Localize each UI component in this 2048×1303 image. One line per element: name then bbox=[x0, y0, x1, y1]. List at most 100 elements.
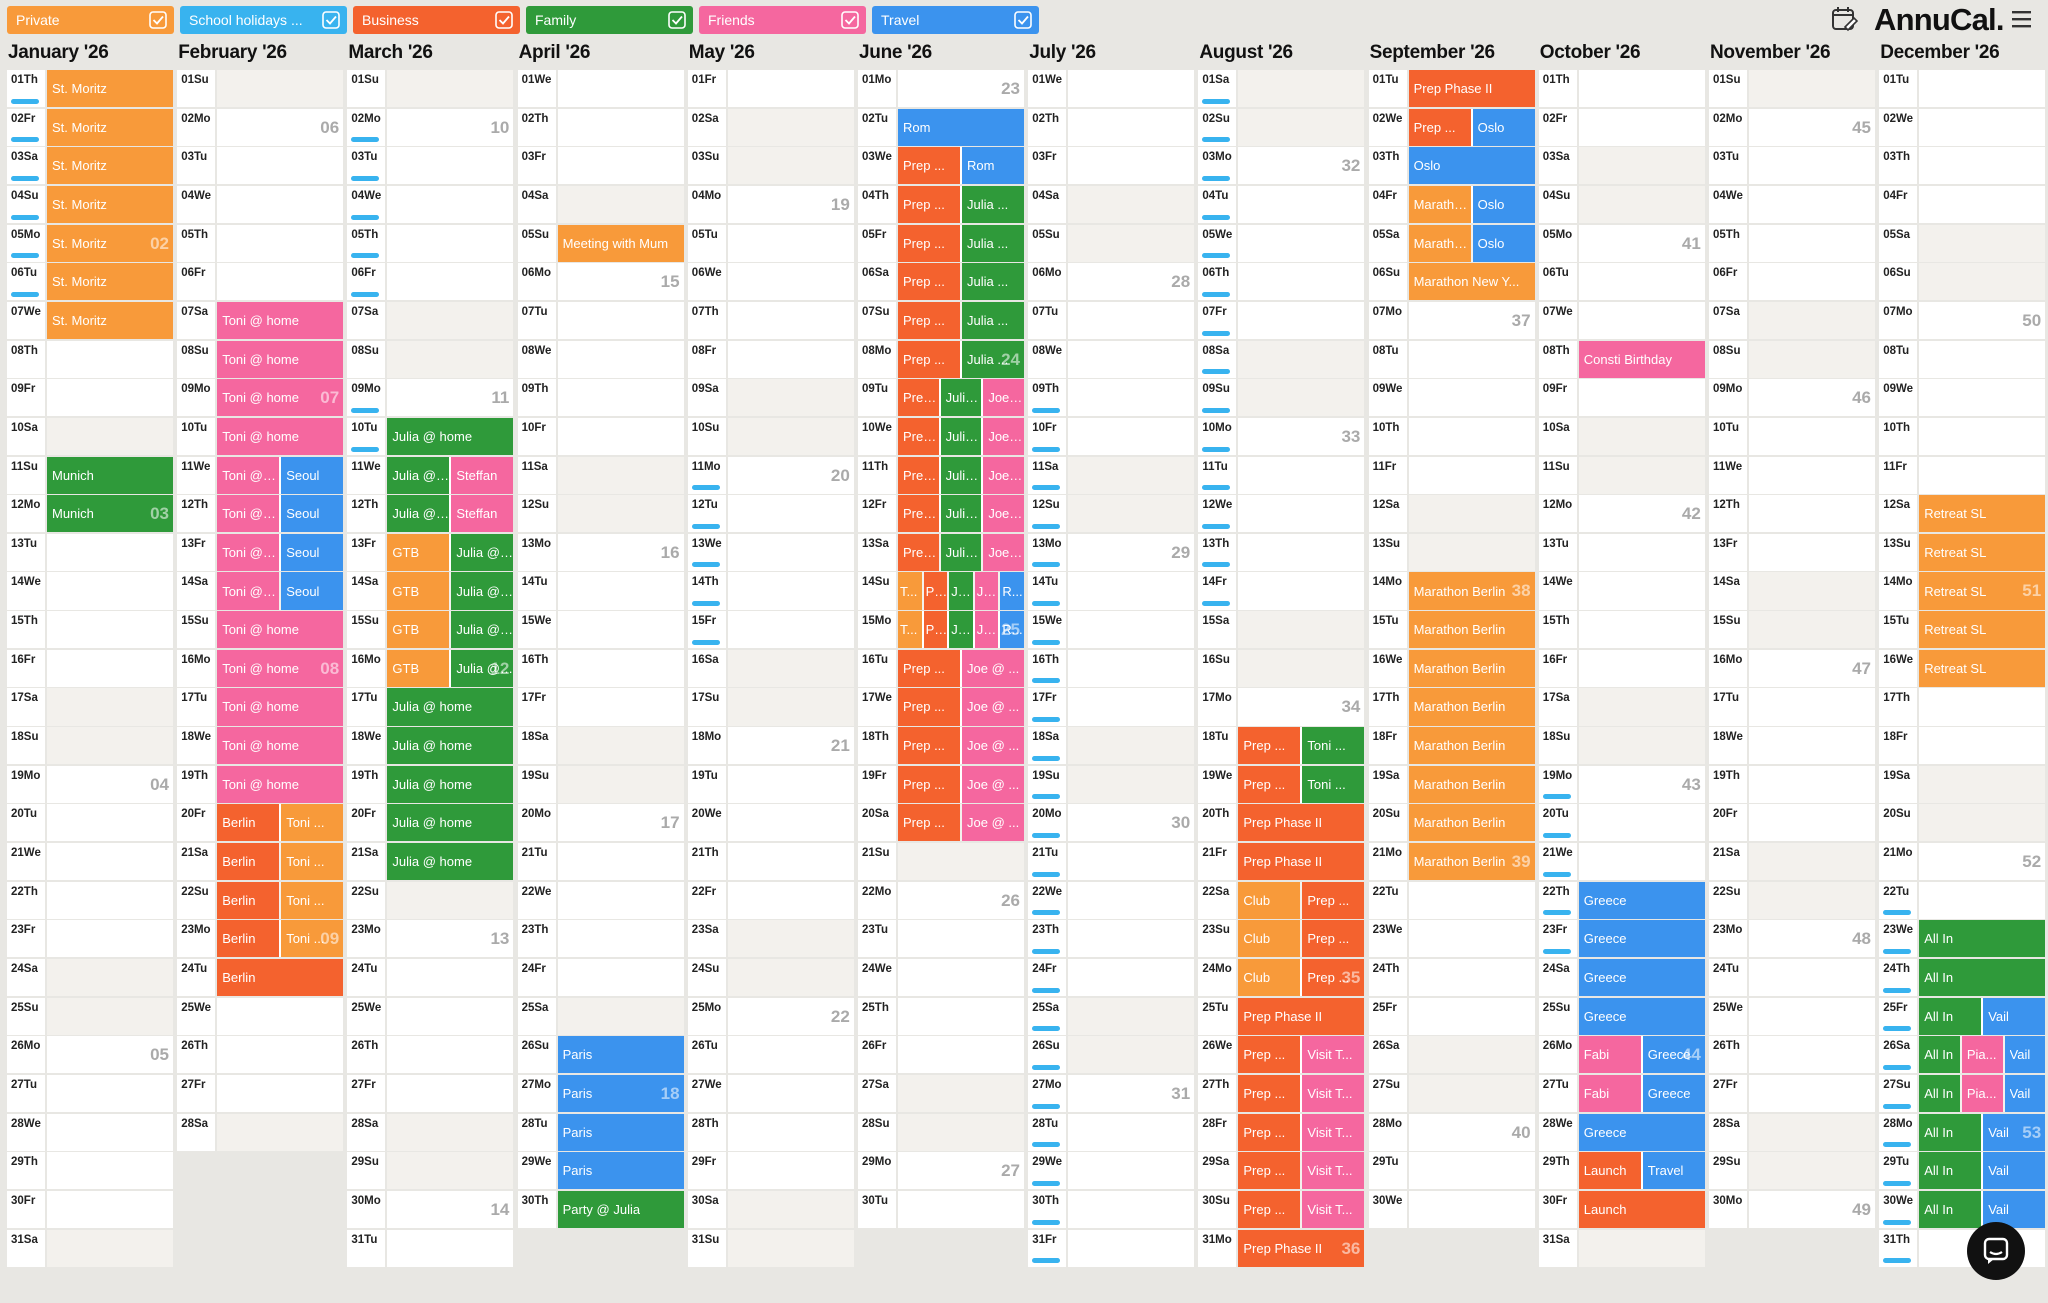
event[interactable]: Fabi bbox=[1578, 1036, 1641, 1074]
day-cell[interactable] bbox=[1238, 688, 1365, 726]
day-cell[interactable] bbox=[727, 1229, 854, 1267]
event[interactable]: Paris bbox=[557, 1152, 684, 1190]
day-cell[interactable] bbox=[727, 1113, 854, 1151]
event[interactable]: Prep ... bbox=[1238, 727, 1301, 765]
event[interactable]: Vail bbox=[1983, 1152, 2046, 1190]
chat-button[interactable] bbox=[1966, 1221, 2026, 1281]
event[interactable]: Seoul bbox=[281, 533, 344, 571]
day-cell[interactable] bbox=[387, 1074, 514, 1113]
checkbox[interactable] bbox=[1014, 11, 1032, 29]
day-cell[interactable] bbox=[1749, 263, 1875, 301]
day-cell[interactable] bbox=[1919, 108, 2046, 146]
day-cell[interactable] bbox=[387, 1152, 514, 1190]
day-cell[interactable] bbox=[1578, 572, 1705, 610]
day-cell[interactable] bbox=[1408, 495, 1535, 533]
day-cell[interactable] bbox=[217, 185, 344, 224]
day-cell[interactable] bbox=[727, 70, 854, 108]
day-cell[interactable] bbox=[727, 1036, 854, 1074]
event[interactable]: Prep Phase II bbox=[1238, 804, 1365, 842]
day-cell[interactable] bbox=[1919, 301, 2046, 340]
day-cell[interactable] bbox=[47, 572, 173, 610]
event[interactable]: Julia ... bbox=[940, 379, 982, 417]
day-cell[interactable] bbox=[47, 804, 173, 842]
event[interactable]: Prep ... bbox=[1302, 920, 1365, 958]
event[interactable]: Toni @ home bbox=[217, 611, 344, 649]
day-cell[interactable] bbox=[1068, 765, 1195, 803]
event[interactable]: Toni ... bbox=[281, 804, 344, 842]
day-cell[interactable] bbox=[1068, 958, 1195, 997]
day-cell[interactable] bbox=[1068, 301, 1195, 340]
event[interactable]: Marathon Berlin bbox=[1408, 804, 1535, 842]
event[interactable]: All In bbox=[1919, 920, 2046, 958]
event[interactable]: Club bbox=[1238, 958, 1301, 997]
day-cell[interactable] bbox=[1068, 1074, 1195, 1113]
event[interactable]: Prep ... bbox=[898, 224, 960, 262]
day-cell[interactable] bbox=[898, 1113, 1024, 1151]
event[interactable]: St. Moritz bbox=[47, 70, 173, 108]
event[interactable]: Retreat SL bbox=[1919, 533, 2046, 571]
event[interactable]: Julia ... bbox=[962, 224, 1024, 262]
day-cell[interactable] bbox=[387, 1229, 514, 1267]
filter-chip[interactable]: Family bbox=[526, 6, 693, 34]
day-cell[interactable] bbox=[727, 1190, 854, 1228]
event[interactable]: Toni @ home bbox=[217, 379, 344, 417]
checkbox[interactable] bbox=[149, 11, 167, 29]
day-cell[interactable] bbox=[1749, 611, 1875, 649]
event[interactable]: Prep ... bbox=[898, 263, 960, 301]
event[interactable]: Joe @ ... bbox=[974, 572, 999, 610]
day-cell[interactable] bbox=[1238, 70, 1365, 108]
day-cell[interactable] bbox=[1749, 185, 1875, 224]
day-cell[interactable] bbox=[1408, 340, 1535, 378]
day-cell[interactable] bbox=[1068, 649, 1195, 687]
event[interactable]: Toni @ home bbox=[217, 417, 344, 455]
day-cell[interactable] bbox=[1068, 843, 1195, 881]
day-cell[interactable] bbox=[1068, 340, 1195, 378]
day-cell[interactable] bbox=[1408, 1190, 1535, 1228]
day-cell[interactable] bbox=[1408, 1036, 1535, 1074]
event[interactable]: Paris bbox=[557, 1036, 684, 1074]
day-cell[interactable] bbox=[217, 1113, 344, 1151]
day-cell[interactable] bbox=[387, 920, 514, 958]
day-cell[interactable] bbox=[1068, 1190, 1195, 1228]
menu-button[interactable] bbox=[2010, 9, 2034, 29]
event[interactable]: Marathon Berlin bbox=[1408, 611, 1535, 649]
day-cell[interactable] bbox=[898, 920, 1024, 958]
day-cell[interactable] bbox=[1749, 997, 1875, 1035]
event[interactable]: Prep ... bbox=[1238, 765, 1301, 803]
day-cell[interactable] bbox=[1749, 533, 1875, 571]
day-cell[interactable] bbox=[557, 572, 684, 610]
day-cell[interactable] bbox=[1578, 456, 1705, 494]
day-cell[interactable] bbox=[1578, 379, 1705, 417]
day-cell[interactable] bbox=[557, 843, 684, 881]
event[interactable]: Joe @ ... bbox=[983, 456, 1024, 494]
event[interactable]: Julia @ home bbox=[451, 649, 514, 687]
day-cell[interactable] bbox=[1919, 765, 2046, 803]
filter-chip[interactable]: Business bbox=[353, 6, 520, 34]
event[interactable]: Julia ... bbox=[940, 495, 982, 533]
event[interactable]: Munich bbox=[47, 495, 173, 533]
event[interactable]: R... bbox=[1000, 572, 1024, 610]
day-cell[interactable] bbox=[557, 804, 684, 842]
day-cell[interactable] bbox=[1238, 263, 1365, 301]
day-cell[interactable] bbox=[1578, 147, 1705, 185]
day-cell[interactable] bbox=[557, 456, 684, 494]
day-cell[interactable] bbox=[727, 495, 854, 533]
day-cell[interactable] bbox=[898, 881, 1024, 919]
day-cell[interactable] bbox=[898, 1190, 1024, 1228]
day-cell[interactable] bbox=[1238, 224, 1365, 262]
day-cell[interactable] bbox=[1068, 1152, 1195, 1190]
day-cell[interactable] bbox=[898, 1074, 1024, 1113]
day-cell[interactable] bbox=[727, 340, 854, 378]
day-cell[interactable] bbox=[217, 108, 344, 146]
day-cell[interactable] bbox=[1408, 379, 1535, 417]
day-cell[interactable] bbox=[47, 1152, 173, 1190]
event[interactable]: Prep Phase II bbox=[1238, 1229, 1365, 1267]
day-cell[interactable] bbox=[1068, 1229, 1195, 1267]
day-cell[interactable] bbox=[1578, 70, 1705, 108]
event[interactable]: Oslo bbox=[1472, 185, 1535, 224]
day-cell[interactable] bbox=[727, 108, 854, 146]
day-cell[interactable] bbox=[1068, 688, 1195, 726]
day-cell[interactable] bbox=[47, 1113, 173, 1151]
day-cell[interactable] bbox=[1578, 688, 1705, 726]
event[interactable]: Visit T... bbox=[1302, 1152, 1365, 1190]
